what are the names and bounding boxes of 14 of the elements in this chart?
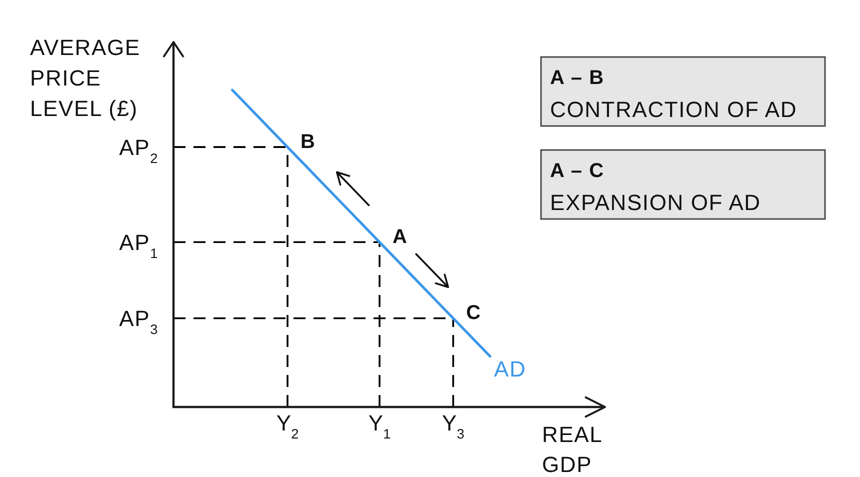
annotation: A bbox=[392, 226, 408, 248]
x-axis-title: REAL GDP bbox=[542, 422, 603, 477]
series-label: AD bbox=[494, 356, 526, 382]
ref-line-label: AP$_{2}$ bbox=[119, 134, 158, 166]
annotation: B bbox=[300, 131, 315, 154]
text: A – B CONTRACTION OF AD bbox=[550, 67, 798, 122]
ref-line-label: AP$_{1}$ bbox=[119, 230, 158, 261]
y-axis-title: AVERAGE PRICE LEVEL (£) bbox=[30, 35, 140, 121]
x-tick-label: Y$_{2}$ bbox=[276, 410, 299, 442]
x-tick-label: Y$_{1}$ bbox=[368, 410, 391, 442]
x-tick-label: Y$_{3}$ bbox=[442, 410, 464, 442]
ref-line-label: AP$_{3}$ bbox=[119, 306, 158, 337]
annotation: C bbox=[466, 302, 481, 324]
text: A – C EXPANSION OF AD bbox=[550, 160, 761, 215]
